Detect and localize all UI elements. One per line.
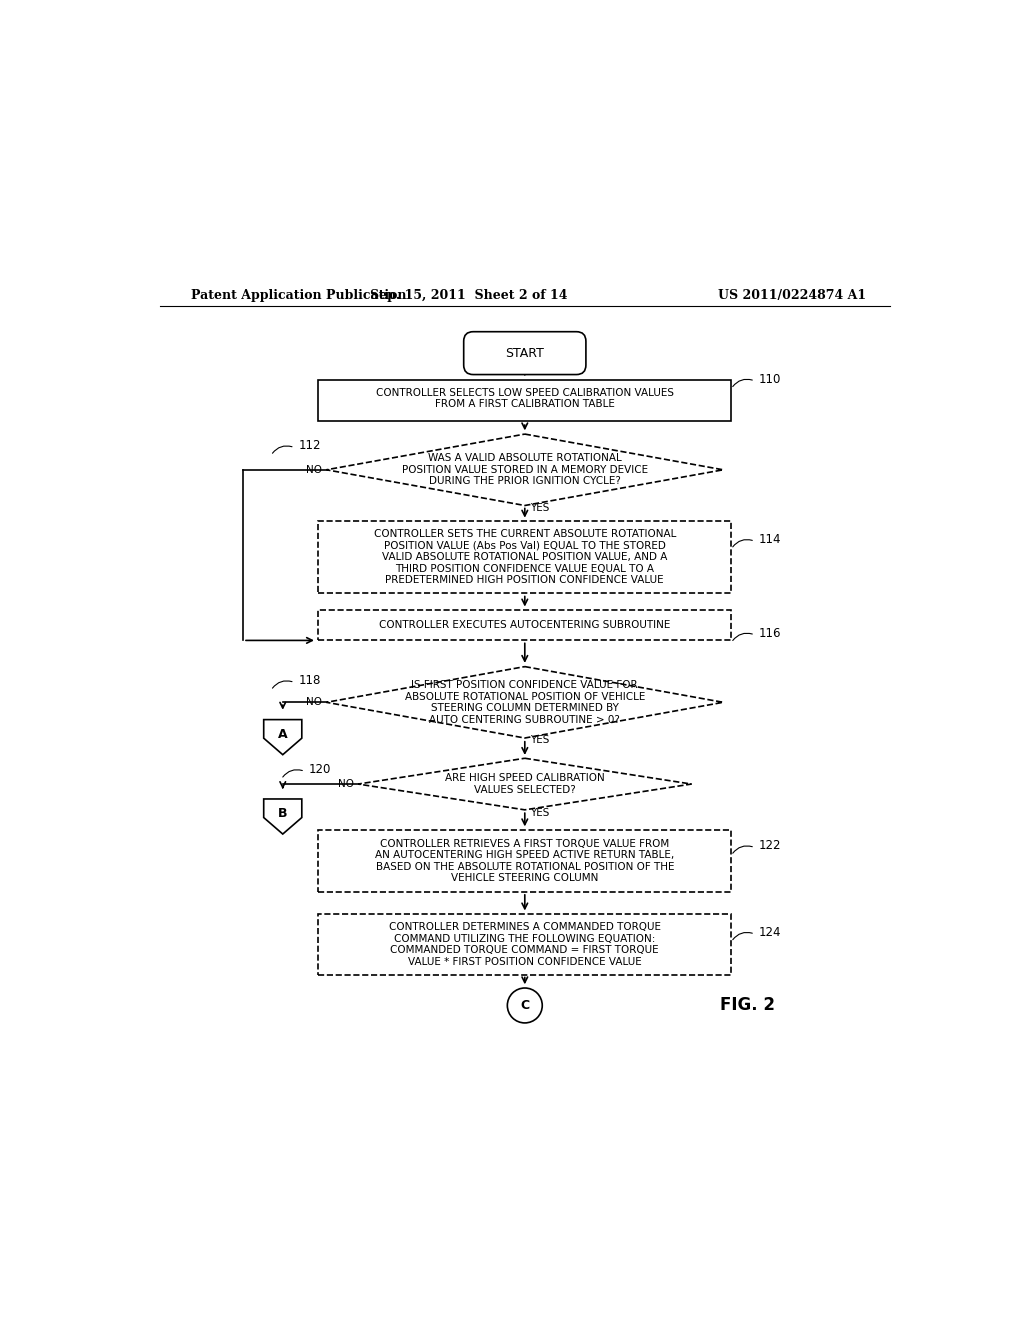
Text: 124: 124 [759,925,781,939]
Text: 120: 120 [309,763,332,776]
Text: B: B [278,807,288,820]
FancyBboxPatch shape [318,610,731,640]
Text: C: C [520,999,529,1012]
Text: YES: YES [530,735,550,746]
Text: ARE HIGH SPEED CALIBRATION
VALUES SELECTED?: ARE HIGH SPEED CALIBRATION VALUES SELECT… [444,774,605,795]
Circle shape [507,987,543,1023]
Text: CONTROLLER DETERMINES A COMMANDED TORQUE
COMMAND UTILIZING THE FOLLOWING EQUATIO: CONTROLLER DETERMINES A COMMANDED TORQUE… [389,921,660,966]
Text: CONTROLLER EXECUTES AUTOCENTERING SUBROUTINE: CONTROLLER EXECUTES AUTOCENTERING SUBROU… [379,620,671,631]
Text: START: START [506,347,544,359]
Text: Patent Application Publication: Patent Application Publication [191,289,407,302]
Text: CONTROLLER SETS THE CURRENT ABSOLUTE ROTATIONAL
POSITION VALUE (Abs Pos Val) EQU: CONTROLLER SETS THE CURRENT ABSOLUTE ROT… [374,529,676,585]
Text: US 2011/0224874 A1: US 2011/0224874 A1 [718,289,866,302]
Text: CONTROLLER RETRIEVES A FIRST TORQUE VALUE FROM
AN AUTOCENTERING HIGH SPEED ACTIV: CONTROLLER RETRIEVES A FIRST TORQUE VALU… [375,838,675,883]
FancyBboxPatch shape [318,380,731,421]
FancyBboxPatch shape [318,915,731,974]
Text: 116: 116 [759,627,781,640]
Text: 118: 118 [299,675,321,688]
Text: FIG. 2: FIG. 2 [720,997,774,1015]
Text: IS FIRST POSITION CONFIDENCE VALUE FOR
ABSOLUTE ROTATIONAL POSITION OF VEHICLE
S: IS FIRST POSITION CONFIDENCE VALUE FOR A… [404,680,645,725]
Text: Sep. 15, 2011  Sheet 2 of 14: Sep. 15, 2011 Sheet 2 of 14 [371,289,568,302]
Text: 112: 112 [299,440,322,453]
FancyBboxPatch shape [318,830,731,892]
Polygon shape [264,719,302,755]
Text: 122: 122 [759,840,781,853]
Text: 110: 110 [759,372,781,385]
Polygon shape [264,799,302,834]
FancyBboxPatch shape [318,521,731,593]
Text: WAS A VALID ABSOLUTE ROTATIONAL
POSITION VALUE STORED IN A MEMORY DEVICE
DURING : WAS A VALID ABSOLUTE ROTATIONAL POSITION… [401,453,648,486]
Text: NO: NO [306,465,323,475]
Text: YES: YES [530,503,550,513]
Text: NO: NO [338,779,354,789]
Text: NO: NO [306,697,323,708]
Polygon shape [327,434,723,506]
Polygon shape [327,667,723,738]
Text: A: A [278,727,288,741]
Polygon shape [358,758,691,810]
Text: CONTROLLER SELECTS LOW SPEED CALIBRATION VALUES
FROM A FIRST CALIBRATION TABLE: CONTROLLER SELECTS LOW SPEED CALIBRATION… [376,388,674,409]
Text: 114: 114 [759,533,781,546]
FancyBboxPatch shape [464,331,586,375]
Text: YES: YES [530,808,550,818]
